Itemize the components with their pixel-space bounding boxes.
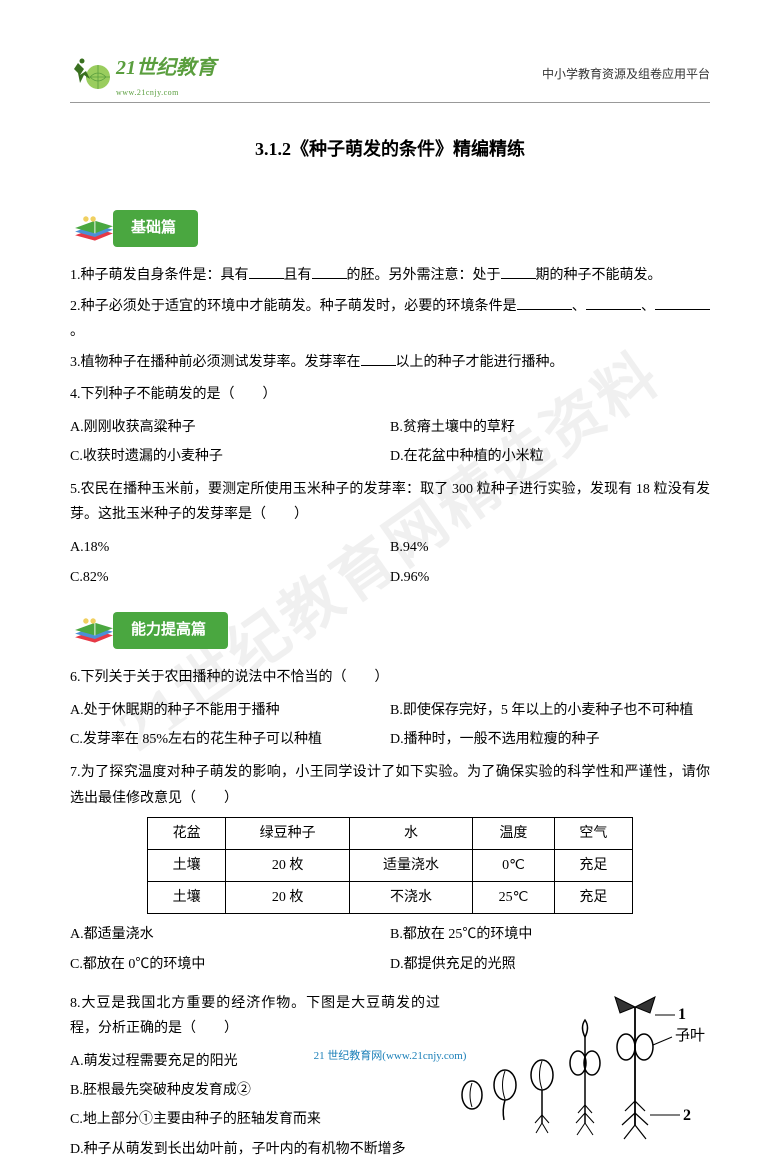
td: 25℃ xyxy=(473,882,554,914)
question-6: 6.下列关于关于农田播种的说法中不恰当的（ ） xyxy=(70,665,710,690)
td: 不浇水 xyxy=(349,882,472,914)
page-title: 3.1.2《种子萌发的条件》精编精练 xyxy=(70,133,710,165)
q4-options: A.刚刚收获高粱种子 B.贫瘠土壤中的草籽 C.收获时遗漏的小麦种子 D.在花盆… xyxy=(70,413,710,471)
td: 0℃ xyxy=(473,849,554,881)
q3-text-a: 3.植物种子在播种前必须测试发芽率。发芽率在 xyxy=(70,355,361,370)
section-basic: 基础篇 xyxy=(70,210,198,247)
td: 适量浇水 xyxy=(349,849,472,881)
option: D.播种时，一般不选用粒瘦的种子 xyxy=(390,725,710,754)
option: C.收获时遗漏的小麦种子 xyxy=(70,442,390,471)
td: 充足 xyxy=(554,849,633,881)
logo: 21世纪教育 www.21cnjy.com xyxy=(70,50,216,100)
runner-globe-icon xyxy=(70,55,110,95)
option: A.处于休眠期的种子不能用于播种 xyxy=(70,696,390,725)
question-3: 3.植物种子在播种前必须测试发芽率。发芽率在 以上的种子才能进行播种。 xyxy=(70,350,710,375)
section-advanced: 能力提高篇 xyxy=(70,612,228,649)
td: 20 枚 xyxy=(226,849,349,881)
q2-text-a: 2.种子必须处于适宜的环境中才能萌发。种子萌发时，必要的环境条件是 xyxy=(70,299,517,314)
question-4: 4.下列种子不能萌发的是（ ） xyxy=(70,382,710,407)
q6-options: A.处于休眠期的种子不能用于播种 B.即使保存完好，5 年以上的小麦种子也不可种… xyxy=(70,696,710,754)
header-subtitle: 中小学教育资源及组卷应用平台 xyxy=(542,64,710,86)
th: 水 xyxy=(349,817,472,849)
q1-text-c: 的胚。另外需注意：处于 xyxy=(347,268,501,283)
blank xyxy=(501,265,536,279)
sep: 、 xyxy=(641,299,655,314)
blank xyxy=(586,296,641,310)
th: 绿豆种子 xyxy=(226,817,349,849)
option: B.胚根最先突破种皮发育成② xyxy=(70,1076,440,1105)
blank xyxy=(655,296,710,310)
question-8: 8.大豆是我国北方重要的经济作物。下图是大豆萌发的过程，分析正确的是（ ） xyxy=(70,991,440,1041)
option: D.96% xyxy=(390,563,710,592)
option: D.都提供充足的光照 xyxy=(390,950,710,979)
option: A.萌发过程需要充足的阳光 xyxy=(70,1047,440,1076)
option: C.82% xyxy=(70,563,390,592)
logo-url: www.21cnjy.com xyxy=(116,86,216,100)
option: C.发芽率在 85%左右的花生种子可以种植 xyxy=(70,725,390,754)
option: D.在花盆中种植的小米粒 xyxy=(390,442,710,471)
q1-text-b: 且有 xyxy=(284,268,312,283)
q3-text-b: 以上的种子才能进行播种。 xyxy=(396,355,564,370)
badge-advanced-label: 能力提高篇 xyxy=(113,612,228,649)
option: B.都放在 25℃的环境中 xyxy=(390,920,710,949)
option: C.都放在 0℃的环境中 xyxy=(70,950,390,979)
question-1: 1.种子萌发自身条件是：具有 且有 的胚。另外需注意：处于 期的种子不能萌发。 xyxy=(70,263,710,288)
experiment-table: 花盆 绿豆种子 水 温度 空气 土壤 20 枚 适量浇水 0℃ 充足 土壤 20… xyxy=(147,817,633,915)
question-5: 5.农民在播种玉米前，要测定所使用玉米种子的发芽率：取了 300 粒种子进行实验… xyxy=(70,477,710,527)
q5-options: A.18% B.94% C.82% D.96% xyxy=(70,533,710,591)
q1-text-a: 1.种子萌发自身条件是：具有 xyxy=(70,268,249,283)
option: C.地上部分①主要由种子的胚轴发育而来 xyxy=(70,1105,440,1134)
q2-end: 。 xyxy=(70,324,84,339)
option: B.贫瘠土壤中的草籽 xyxy=(390,413,710,442)
blank xyxy=(361,352,396,366)
question-7: 7.为了探究温度对种子萌发的影响，小王同学设计了如下实验。为了确保实验的科学性和… xyxy=(70,760,710,810)
option: D.种子从萌发到长出幼叶前，子叶内的有机物不断增多 xyxy=(70,1135,440,1164)
th: 温度 xyxy=(473,817,554,849)
page-header: 21世纪教育 www.21cnjy.com 中小学教育资源及组卷应用平台 xyxy=(70,50,710,103)
th: 空气 xyxy=(554,817,633,849)
q1-text-d: 期的种子不能萌发。 xyxy=(536,268,662,283)
books-icon xyxy=(70,612,118,648)
page-content: 21世纪教育 www.21cnjy.com 中小学教育资源及组卷应用平台 3.1… xyxy=(70,50,710,1164)
option: B.94% xyxy=(390,533,710,562)
question-2: 2.种子必须处于适宜的环境中才能萌发。种子萌发时，必要的环境条件是 、 、。 xyxy=(70,294,710,344)
label-2: 2 xyxy=(683,1107,691,1124)
q7-options: A.都适量浇水 B.都放在 25℃的环境中 C.都放在 0℃的环境中 D.都提供… xyxy=(70,920,710,978)
label-1: 1 xyxy=(678,1006,686,1023)
question-8-block: 8.大豆是我国北方重要的经济作物。下图是大豆萌发的过程，分析正确的是（ ） A.… xyxy=(70,985,710,1164)
books-icon xyxy=(70,210,118,246)
blank xyxy=(517,296,572,310)
germination-diagram: 1 子叶 2 xyxy=(450,985,710,1145)
td: 土壤 xyxy=(147,882,226,914)
logo-title: 21世纪教育 xyxy=(116,50,216,86)
option: A.刚刚收获高粱种子 xyxy=(70,413,390,442)
th: 花盆 xyxy=(147,817,226,849)
option: A.18% xyxy=(70,533,390,562)
option: B.即使保存完好，5 年以上的小麦种子也不可种植 xyxy=(390,696,710,725)
blank xyxy=(312,265,347,279)
sep: 、 xyxy=(572,299,586,314)
label-ziye: 子叶 xyxy=(675,1027,705,1044)
option: A.都适量浇水 xyxy=(70,920,390,949)
td: 土壤 xyxy=(147,849,226,881)
td: 充足 xyxy=(554,882,633,914)
blank xyxy=(249,265,284,279)
badge-basic-label: 基础篇 xyxy=(113,210,198,247)
td: 20 枚 xyxy=(226,882,349,914)
